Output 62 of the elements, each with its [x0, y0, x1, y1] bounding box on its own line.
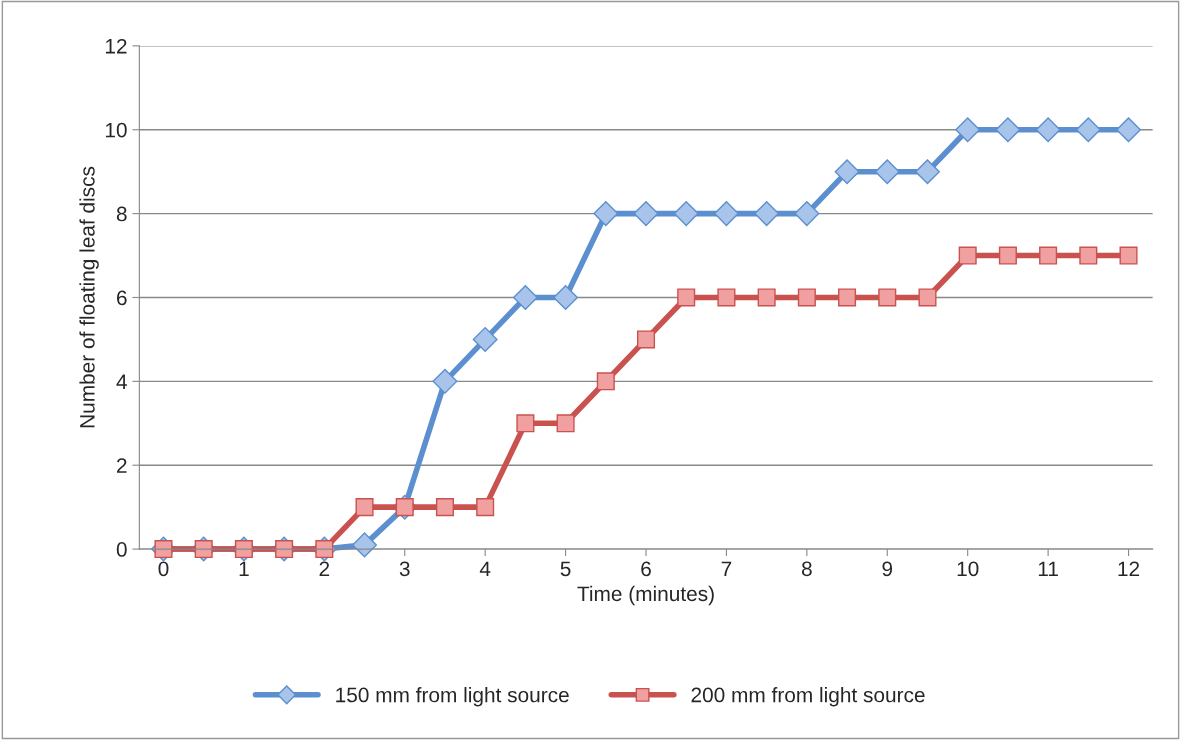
point [1039, 246, 1058, 265]
point [1119, 246, 1138, 265]
x-tick-label: 5 [560, 561, 571, 577]
point [553, 285, 579, 310]
point [435, 498, 454, 517]
x-axis-title: Time (minutes) [577, 585, 714, 606]
legend-label: 200 mm from light source [691, 687, 925, 707]
point [633, 201, 659, 227]
point [874, 159, 900, 185]
point [1079, 246, 1098, 265]
point [593, 201, 619, 227]
point [834, 159, 860, 185]
point [596, 372, 615, 391]
y-tick-label: 2 [117, 458, 127, 473]
point [556, 414, 575, 433]
point [1075, 117, 1101, 143]
point [838, 288, 857, 307]
point [918, 288, 937, 307]
legend-label: 150 mm from light source [336, 687, 569, 707]
x-tick-label: 7 [721, 561, 732, 576]
y-axis-title: Number of floating leaf discs [79, 166, 99, 428]
point [794, 201, 820, 227]
point [677, 288, 696, 307]
point [1116, 117, 1142, 143]
point [512, 285, 538, 310]
point [713, 201, 739, 227]
point [1035, 117, 1061, 143]
y-tick-label: 4 [116, 374, 127, 389]
point [472, 326, 498, 352]
y-tick-label: 6 [117, 290, 127, 306]
x-tick-label: 8 [801, 561, 812, 577]
point [914, 159, 940, 185]
x-tick-label: 1 [239, 561, 249, 576]
point [878, 288, 897, 307]
x-tick-label: 6 [641, 561, 651, 577]
point [636, 330, 656, 349]
point [352, 532, 378, 558]
point [757, 288, 776, 307]
x-tick-label: 9 [882, 561, 893, 577]
point [995, 117, 1021, 143]
point [955, 117, 981, 143]
point [958, 246, 977, 265]
x-tick-label: 2 [319, 561, 330, 576]
point [516, 414, 535, 433]
x-tick-label: 12 [1118, 561, 1140, 576]
point [432, 368, 458, 394]
y-tick-label: 0 [116, 542, 127, 557]
x-tick-label: 4 [479, 561, 491, 576]
point [754, 201, 780, 227]
point [355, 498, 374, 517]
x-tick-label: 3 [399, 561, 410, 577]
x-tick-label: 0 [158, 561, 169, 577]
point [998, 246, 1017, 265]
point [717, 288, 736, 307]
point [673, 201, 699, 227]
point [797, 288, 816, 307]
x-tick-label: 10 [957, 561, 979, 577]
y-tick-label: 8 [116, 206, 127, 222]
x-tick-label: 11 [1038, 561, 1058, 576]
y-tick-label: 12 [105, 38, 127, 54]
point [476, 498, 495, 517]
y-tick-label: 10 [105, 122, 127, 138]
